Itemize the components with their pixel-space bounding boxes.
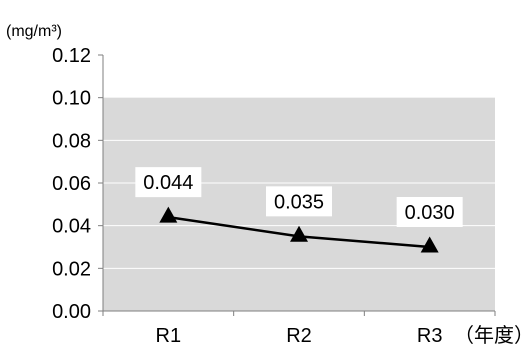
data-label: 0.044 bbox=[135, 167, 202, 198]
data-labels: 0.044 0.035 0.030 bbox=[135, 167, 463, 227]
data-label-box bbox=[266, 186, 332, 217]
data-label-text: 0.030 bbox=[405, 202, 455, 224]
y-tick-label: 0.02 bbox=[52, 258, 91, 280]
data-label: 0.035 bbox=[266, 186, 332, 217]
x-axis-unit-label: （年度） bbox=[454, 324, 530, 347]
x-tick-label: R3 bbox=[417, 325, 443, 347]
y-tick-label: 0.12 bbox=[52, 45, 91, 67]
data-label-box bbox=[135, 167, 202, 198]
triangle-marker bbox=[159, 206, 178, 223]
x-tick-label: R2 bbox=[286, 325, 312, 347]
y-tick-label: 0.00 bbox=[52, 301, 91, 323]
y-tick-label: 0.06 bbox=[52, 173, 91, 195]
x-tick-labels: R1 R2 R3 bbox=[156, 325, 443, 347]
data-label: 0.030 bbox=[396, 197, 463, 227]
data-label-box bbox=[396, 197, 463, 227]
data-label-text: 0.035 bbox=[274, 191, 324, 213]
triangle-marker bbox=[290, 225, 308, 242]
x-tick-label: R1 bbox=[156, 325, 182, 347]
data-markers bbox=[159, 206, 439, 253]
y-tick-label: 0.04 bbox=[52, 216, 91, 238]
y-tick-label: 0.08 bbox=[52, 130, 91, 152]
triangle-marker bbox=[420, 236, 439, 253]
y-tick-label: 0.10 bbox=[52, 88, 91, 110]
y-tick-labels: 0.12 0.10 0.08 0.06 0.04 0.02 0.00 bbox=[52, 45, 91, 323]
y-axis-unit-label: (mg/m³) bbox=[6, 23, 62, 40]
axes bbox=[98, 54, 496, 316]
data-label-text: 0.044 bbox=[143, 172, 193, 194]
